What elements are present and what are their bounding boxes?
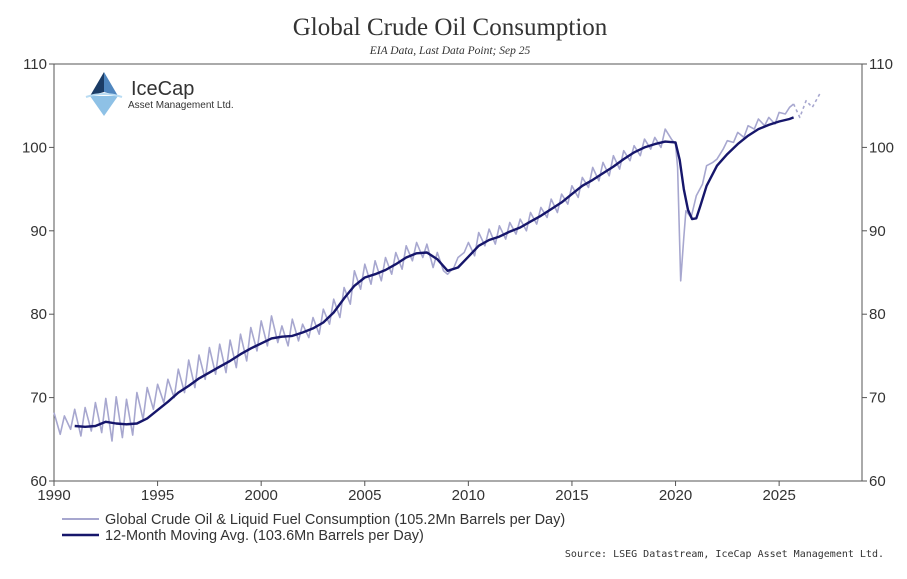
y-tick-label-right: 70 xyxy=(869,390,886,407)
logo-iceberg-dark xyxy=(90,72,104,96)
y-tick-label-right: 110 xyxy=(869,56,893,73)
y-axis-left-ticks: 60 70 80 90 100 110 xyxy=(22,56,54,490)
x-tick-label: 2020 xyxy=(659,487,692,504)
x-tick-label: 2010 xyxy=(452,487,485,504)
chart-title: Global Crude Oil Consumption xyxy=(293,14,608,41)
x-tick-label: 2025 xyxy=(762,487,795,504)
logo-iceberg-mid xyxy=(104,72,118,96)
y-tick-label-right: 80 xyxy=(869,306,886,323)
y-tick-label-right: 90 xyxy=(869,223,886,240)
y-tick-label-left: 110 xyxy=(23,56,47,73)
logo-water-line xyxy=(85,93,123,98)
y-axis-right-ticks: 60 70 80 90 100 110 xyxy=(862,56,894,490)
icecap-logo: IceCap Asset Management Ltd. xyxy=(85,72,234,116)
series-layer xyxy=(53,92,822,442)
legend-label-moving-avg: 12-Month Moving Avg. (103.6Mn Barrels pe… xyxy=(105,528,424,544)
x-tick-label: 2005 xyxy=(348,487,381,504)
consumption-forecast-line xyxy=(792,92,822,119)
legend-label-consumption: Global Crude Oil & Liquid Fuel Consumpti… xyxy=(105,512,565,528)
x-tick-label: 1990 xyxy=(37,487,70,504)
y-tick-label-left: 60 xyxy=(30,473,47,490)
logo-name: IceCap xyxy=(131,78,194,100)
y-tick-label-right: 60 xyxy=(869,473,886,490)
consumption-series-line xyxy=(53,103,795,442)
y-tick-label-left: 90 xyxy=(30,223,47,240)
logo-iceberg-light xyxy=(90,96,118,116)
x-tick-label: 2015 xyxy=(555,487,588,504)
y-tick-label-left: 70 xyxy=(30,390,47,407)
x-tick-label: 2000 xyxy=(244,487,277,504)
chart-subtitle: EIA Data, Last Data Point; Sep 25 xyxy=(369,45,531,57)
logo-tagline: Asset Management Ltd. xyxy=(128,100,234,111)
y-tick-label-right: 100 xyxy=(869,139,894,156)
legend: Global Crude Oil & Liquid Fuel Consumpti… xyxy=(62,512,565,544)
moving-average-line xyxy=(74,116,795,428)
x-axis-ticks: 1990 1995 2000 2005 2010 2015 2020 2025 xyxy=(37,481,796,504)
y-tick-label-left: 100 xyxy=(22,139,47,156)
source-note: Source: LSEG Datastream, IceCap Asset Ma… xyxy=(565,549,884,560)
x-tick-label: 1995 xyxy=(141,487,174,504)
y-tick-label-left: 80 xyxy=(30,306,47,323)
